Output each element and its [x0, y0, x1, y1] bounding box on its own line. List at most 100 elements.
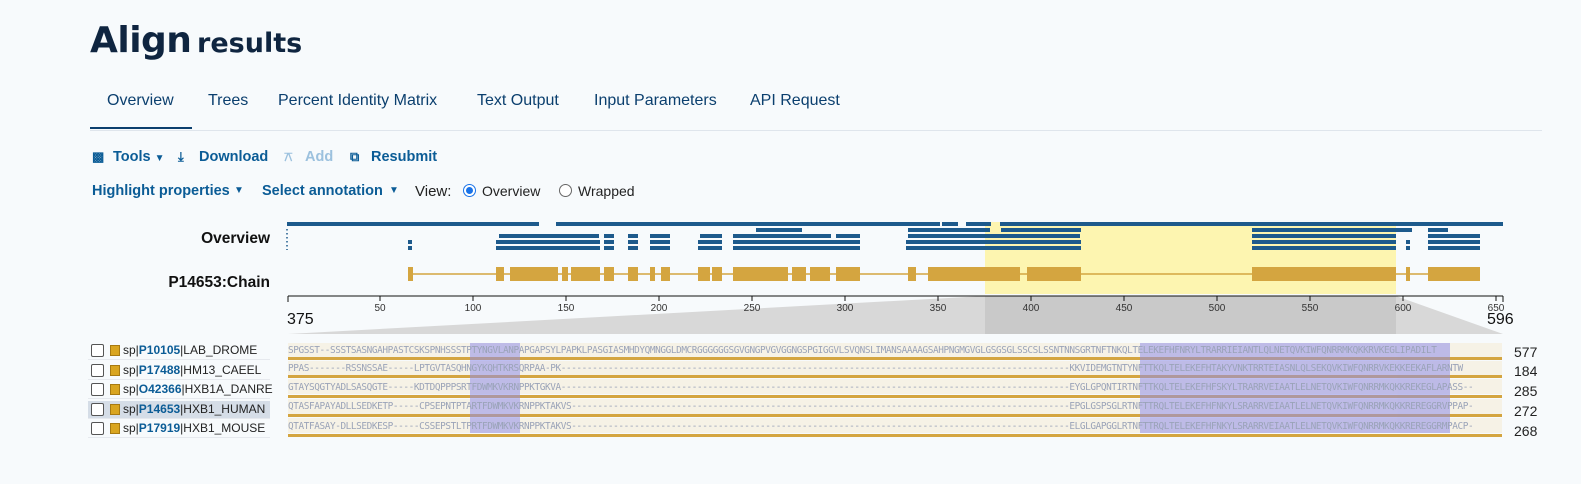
- alignment-row-divider: [288, 357, 1502, 360]
- resubmit-button[interactable]: ⧉ Resubmit: [350, 149, 437, 165]
- sequence-end-position: 285: [1514, 383, 1538, 399]
- tick-label: 650: [1488, 303, 1505, 314]
- zoom-start-label: 375: [287, 311, 314, 328]
- overview-segment: [908, 234, 1080, 238]
- add-label: Add: [305, 149, 334, 165]
- accession-link[interactable]: P17488: [138, 363, 181, 377]
- overview-segment: [1252, 228, 1412, 232]
- overview-segment: [287, 222, 539, 226]
- highlight-properties-dropdown[interactable]: Highlight properties: [92, 183, 230, 199]
- sequence-end-position: 184: [1514, 363, 1538, 379]
- overview-segment: [942, 222, 958, 226]
- chain-segment: [810, 267, 830, 281]
- reviewed-entry-icon: [110, 404, 120, 415]
- conserved-block: [470, 343, 520, 433]
- sequence-text: QTASFAPAYADLLSEDKETP-----CPSEPNTPTARTFDW…: [288, 401, 1474, 412]
- sequence-name: sp|P17488|HM13_CAEEL: [123, 363, 261, 377]
- accession-link[interactable]: P14653: [138, 402, 181, 416]
- axis-tick-labels: 50 100 150 200 250 300 350 400 450 500 5…: [374, 303, 1504, 314]
- zoom-window: [985, 296, 1396, 334]
- overview-segment: [1406, 246, 1410, 250]
- chain-segment: [604, 267, 614, 281]
- sequence-text: PPAS-------RSSNSSAE-----LPTGVTASQHNGYKQH…: [288, 363, 1463, 374]
- sequence-end-position: 577: [1514, 344, 1538, 360]
- overview-segment: [604, 240, 614, 244]
- add-button[interactable]: ⚻ Add: [284, 149, 333, 165]
- alignment-row-divider: [288, 434, 1502, 437]
- chain-segment: [571, 267, 600, 281]
- chain-segment: [562, 267, 568, 281]
- overview-segment: [650, 240, 670, 244]
- chain-segment: [792, 267, 806, 281]
- accession-link[interactable]: P10105: [138, 343, 181, 357]
- zoom-end-label: 596: [1487, 311, 1514, 328]
- chain-track: [408, 267, 1480, 281]
- entry-name: |HM13_CAEEL: [180, 363, 262, 377]
- conserved-block: [1140, 343, 1440, 433]
- tab-input-parameters[interactable]: Input Parameters: [594, 92, 717, 109]
- tick-label: 50: [374, 303, 386, 314]
- tick-label: 200: [651, 303, 668, 314]
- highlight-properties-label: Highlight properties: [92, 183, 230, 199]
- tick-label: 300: [837, 303, 854, 314]
- resubmit-label: Resubmit: [371, 149, 438, 165]
- entry-name: |LAB_DROME: [180, 343, 258, 357]
- view-overview-radio[interactable]: Overview: [463, 183, 540, 199]
- sequence-checkbox[interactable]: [91, 403, 104, 416]
- tick-label: 250: [744, 303, 761, 314]
- region-highlight[interactable]: [985, 222, 1396, 294]
- tab-trees[interactable]: Trees: [208, 92, 249, 109]
- tick-label: 100: [465, 303, 482, 314]
- select-annotation-label: Select annotation: [262, 183, 383, 199]
- tools-button[interactable]: ▩ Tools ▼: [92, 149, 165, 165]
- overview-segment: [499, 234, 599, 238]
- download-label: Download: [199, 149, 269, 165]
- view-wrapped-radio[interactable]: Wrapped: [559, 183, 635, 199]
- chain-segment: [712, 267, 722, 281]
- view-wrapped-label: Wrapped: [578, 183, 635, 199]
- sequence-name: sp|P14653|HXB1_HUMAN: [123, 402, 265, 416]
- sequence-name: sp|O42366|HXB1A_DANRE: [123, 382, 273, 396]
- sequence-checkbox[interactable]: [91, 344, 104, 357]
- db-prefix: sp|: [123, 402, 139, 416]
- download-button[interactable]: ⤓ Download: [178, 149, 268, 165]
- chain-segment: [698, 267, 710, 281]
- sequence-name: sp|P17919|HXB1_MOUSE: [123, 421, 265, 435]
- accession-link[interactable]: O42366: [138, 382, 182, 396]
- overview-segment: [604, 234, 614, 238]
- reviewed-entry-icon: [110, 365, 120, 376]
- sequence-checkbox[interactable]: [91, 383, 104, 396]
- reviewed-entry-icon: [110, 345, 120, 356]
- tab-percent-identity-matrix[interactable]: Percent Identity Matrix: [278, 92, 438, 109]
- chain-track-label: P14653:Chain: [168, 274, 270, 291]
- chain-segment: [908, 267, 916, 281]
- caret-down-icon: ▼: [154, 153, 165, 164]
- overview-segment: [408, 246, 412, 250]
- select-annotation-dropdown[interactable]: Select annotation: [262, 183, 383, 199]
- sequence-row: sp|P17919|HXB1_MOUSE: [88, 420, 270, 438]
- overview-segment: [628, 246, 638, 250]
- sequence-end-position: 268: [1514, 423, 1538, 439]
- sequence-row-selected: sp|P14653|HXB1_HUMAN: [88, 401, 270, 419]
- radio-unselected-icon: [559, 184, 572, 197]
- tab-bar: Overview Trees Percent Identity Matrix T…: [90, 82, 1542, 131]
- overview-segment: [1406, 240, 1410, 244]
- reviewed-entry-icon: [110, 423, 120, 434]
- overview-segment: [733, 246, 860, 250]
- overview-segment: [650, 234, 670, 238]
- db-prefix: sp|: [123, 382, 139, 396]
- tab-api-request[interactable]: API Request: [750, 92, 840, 109]
- overview-segment: [1428, 234, 1480, 238]
- tick-label: 600: [1395, 303, 1412, 314]
- sequence-checkbox[interactable]: [91, 422, 104, 435]
- active-tab-indicator: [90, 127, 192, 129]
- tab-overview[interactable]: Overview: [107, 92, 174, 109]
- conservation-highlights: [470, 343, 1450, 433]
- overview-segment: [756, 228, 802, 232]
- accession-link[interactable]: P17919: [138, 421, 181, 435]
- sequence-checkbox[interactable]: [91, 364, 104, 377]
- chain-segment: [650, 267, 655, 281]
- tab-text-output[interactable]: Text Output: [477, 92, 559, 109]
- tick-label: 150: [558, 303, 575, 314]
